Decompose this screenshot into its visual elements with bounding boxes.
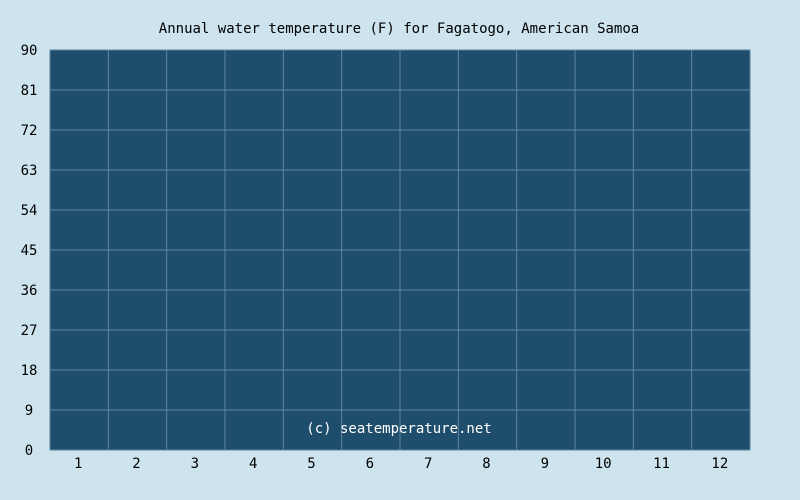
x-tick-label: 12 — [711, 456, 728, 472]
x-tick-label: 11 — [653, 456, 670, 472]
x-tick-label: 9 — [541, 456, 549, 472]
x-tick-label: 10 — [595, 456, 612, 472]
y-tick-label: 72 — [21, 123, 38, 139]
x-tick-label: 6 — [366, 456, 374, 472]
y-tick-label: 45 — [21, 243, 38, 259]
y-tick-label: 81 — [21, 83, 38, 99]
x-tick-label: 2 — [132, 456, 140, 472]
y-tick-label: 18 — [21, 363, 38, 379]
y-tick-label: 36 — [21, 283, 38, 299]
chart-title: Annual water temperature (F) for Fagatog… — [159, 21, 639, 37]
x-tick-label: 1 — [74, 456, 82, 472]
x-tick-label: 4 — [249, 456, 257, 472]
x-tick-label: 3 — [191, 456, 199, 472]
plot-border — [49, 49, 751, 451]
y-tick-label: 63 — [21, 163, 38, 179]
x-tick-label: 7 — [424, 456, 432, 472]
y-tick-label: 54 — [21, 203, 38, 219]
x-tick-label: 5 — [307, 456, 315, 472]
y-tick-label: 9 — [25, 403, 33, 419]
y-tick-label: 90 — [21, 43, 38, 59]
watermark-text: (c) seatemperature.net — [306, 421, 491, 437]
y-tick-label: 0 — [25, 443, 33, 459]
y-tick-label: 27 — [21, 323, 38, 339]
x-tick-label: 8 — [482, 456, 490, 472]
